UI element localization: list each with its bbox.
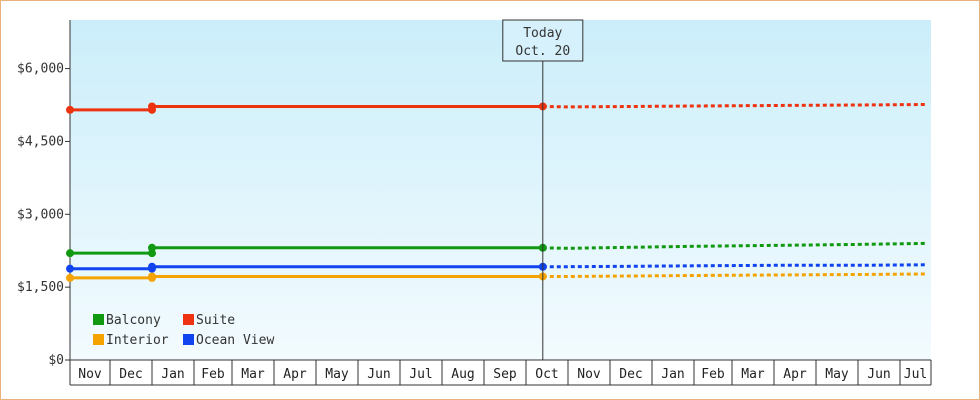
x-tick-label: Jul [409,367,432,382]
x-tick-label: Mar [241,367,265,382]
x-tick-label: Jan [661,367,684,382]
series-line-interior [70,275,543,280]
today-marker: Today Oct. 20 [502,19,584,360]
series-forecast-balcony [542,241,925,250]
x-tick-label: Jul [904,367,927,382]
x-tick-label: Mar [741,367,765,382]
y-tick-label: $6,000 [17,62,64,77]
x-tick-label: Jan [161,367,184,382]
series-forecast-suite [542,103,925,109]
x-tick-label: Oct [535,367,558,382]
legend-swatch-suite [183,314,194,325]
data-point-ocean-view [66,264,74,273]
series-forecast-ocean-view [542,263,925,269]
legend-swatch-interior [93,334,104,345]
y-tick-label: $3,000 [17,207,64,222]
x-axis: Nov Dec Jan Feb Mar Apr May Jun Jul Aug Sep Oct Nov D… [69,359,932,386]
x-tick-label: Feb [201,367,225,382]
x-tick-label: Apr [283,367,307,382]
x-tick-label: Sep [493,367,517,382]
y-tick-label: $0 [48,353,64,368]
legend-swatch-ocean-view [183,334,194,345]
data-point-ocean-view [148,262,156,271]
data-point-balcony [148,243,156,252]
today-date: Oct. 20 [515,44,570,59]
x-tick-label: Dec [619,367,642,382]
legend-label-balcony: Balcony [106,313,161,328]
x-tick-label: Nov [78,367,102,382]
data-point-suite [66,105,74,114]
data-point-interior [66,273,74,282]
x-tick-label: Dec [119,367,142,382]
y-tick-label: $4,500 [17,134,64,149]
x-tick-label: Aug [451,367,474,382]
series-forecast-interior [542,272,925,278]
data-point-suite [148,102,156,111]
legend-swatch-balcony [93,314,104,325]
x-tick-label: Jun [367,367,390,382]
series-layer [66,102,925,282]
legend: Balcony Suite Interior Ocean View [93,313,274,348]
x-tick-label: May [325,367,349,382]
y-axis: $0 $1,500 $3,000 $4,500 $6,000 [17,20,71,368]
legend-label-ocean-view: Ocean View [196,333,274,348]
x-tick-label: Nov [577,367,601,382]
today-box [502,19,584,62]
legend-label-interior: Interior [106,333,169,348]
data-point-balcony [66,249,74,258]
x-tick-label: Jun [867,367,890,382]
data-point-interior [148,272,156,281]
y-tick-label: $1,500 [17,280,64,295]
plot-area [70,20,931,360]
legend-label-suite: Suite [196,313,235,328]
today-label: Today [523,26,562,41]
x-tick-label: Apr [783,367,807,382]
x-tick-label: May [825,367,849,382]
x-tick-label: Feb [701,367,725,382]
